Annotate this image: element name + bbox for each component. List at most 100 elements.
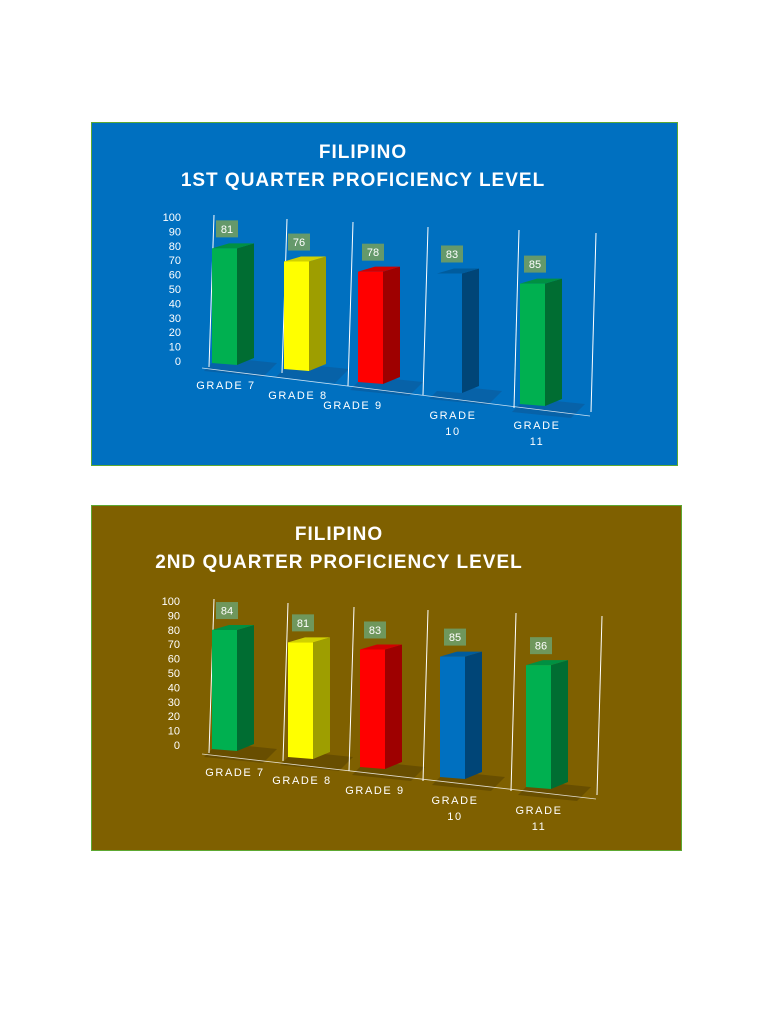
wall-line [348, 606, 355, 772]
data-label-box [364, 621, 386, 639]
wall-line [590, 232, 597, 413]
data-label-box [362, 243, 384, 261]
data-label-box [441, 245, 463, 263]
bar [212, 248, 237, 365]
bar [437, 273, 462, 393]
data-label-box [288, 233, 310, 251]
data-label-box [216, 220, 238, 238]
chart-svg-q2: FILIPINO 2ND QUARTER PROFICIENCY LEVEL 0… [155, 524, 603, 833]
floor-edge-line [201, 753, 597, 800]
data-label: 78 [367, 247, 379, 259]
bar-top [212, 243, 254, 249]
y-tick-label: 60 [168, 654, 180, 666]
data-label: 81 [297, 618, 309, 630]
chart-panel-q2: FILIPINO 2ND QUARTER PROFICIENCY LEVEL 0… [91, 505, 682, 851]
y-tick-label: 10 [168, 726, 180, 738]
x-tick-label: 10 [445, 426, 460, 438]
y-tick-label: 30 [168, 697, 180, 709]
data-label: 83 [446, 249, 458, 261]
chart-title-line1: FILIPINO [319, 142, 407, 163]
y-tick-label: 70 [169, 255, 181, 267]
y-tick-label: 50 [168, 668, 180, 680]
bar [440, 656, 465, 779]
bar-top [440, 651, 482, 657]
y-tick-label: 100 [163, 212, 181, 224]
y-tick-label: 80 [169, 241, 181, 253]
data-label: 85 [449, 632, 461, 644]
y-tick-label: 80 [168, 625, 180, 637]
bar-top [212, 625, 254, 631]
data-label: 84 [221, 606, 233, 618]
bar-side [545, 278, 562, 406]
y-tick-label: 40 [169, 298, 181, 310]
x-tick-label: GRADE 7 [196, 380, 256, 392]
bar-side [237, 243, 254, 365]
plot-area-q1: 0 10 20 30 40 50 60 70 80 90 100 81 GRADE 7 76 GRADE 8… [163, 212, 597, 448]
chart-title-line2: 2ND QUARTER PROFICIENCY LEVEL [155, 552, 523, 573]
x-tick-label: GRADE 9 [323, 400, 383, 412]
bar [212, 630, 237, 751]
y-tick-label: 90 [169, 226, 181, 238]
wall-line [596, 615, 603, 796]
y-tick-label: 90 [168, 610, 180, 622]
plot-area-q2: 0 10 20 30 40 50 60 70 80 90 100 84 GRADE 7 81 GRADE 8… [162, 596, 603, 833]
y-tick-label: 20 [168, 711, 180, 723]
bar-top [358, 266, 400, 272]
wall-line [347, 221, 354, 387]
bar [284, 261, 309, 371]
bar-top [284, 256, 326, 262]
bar-top [526, 660, 568, 666]
y-tick-label: 10 [169, 342, 181, 354]
bar-side [462, 268, 479, 393]
bar-top [437, 268, 479, 274]
wall-line [208, 214, 215, 368]
wall-line [422, 226, 429, 396]
bar-side [551, 660, 568, 789]
x-tick-label: GRADE 8 [268, 390, 328, 402]
x-tick-label: GRADE [515, 805, 562, 817]
floor-edge-line [201, 367, 591, 417]
bar-side [385, 644, 402, 769]
x-tick-label: GRADE [513, 420, 560, 432]
bar-top [288, 637, 330, 643]
data-label-box [530, 637, 552, 655]
x-tick-label: 11 [532, 821, 547, 833]
data-label: 81 [221, 224, 233, 236]
y-tick-label: 60 [169, 270, 181, 282]
y-tick-label: 0 [175, 356, 181, 368]
x-tick-label: GRADE 9 [345, 785, 405, 797]
y-tick-label: 70 [168, 639, 180, 651]
bar [288, 642, 313, 759]
bar-top [520, 278, 562, 284]
data-label-box [216, 602, 238, 620]
bar [360, 649, 385, 769]
x-tick-label: GRADE [431, 795, 478, 807]
bar-side [383, 266, 400, 384]
bar [520, 283, 545, 406]
bar [526, 665, 551, 789]
y-tick-label: 20 [169, 327, 181, 339]
wall-line [510, 612, 517, 792]
bar [358, 271, 383, 384]
data-label: 76 [293, 237, 305, 249]
chart-svg-q1: FILIPINO 1ST QUARTER PROFICIENCY LEVEL 0… [163, 142, 597, 448]
chart-title-line1: FILIPINO [295, 524, 383, 545]
bar-side [309, 256, 326, 371]
x-tick-label: GRADE [429, 410, 476, 422]
data-label: 86 [535, 641, 547, 653]
bar-side [237, 625, 254, 751]
wall-line [208, 598, 215, 754]
y-tick-label: 100 [162, 596, 180, 608]
bar-side [465, 651, 482, 779]
y-tick-label: 40 [168, 682, 180, 694]
wall-line [422, 609, 429, 782]
data-label-box [444, 628, 466, 646]
chart-title-line2: 1ST QUARTER PROFICIENCY LEVEL [181, 170, 545, 191]
y-tick-label: 50 [169, 284, 181, 296]
x-tick-label: 10 [447, 811, 462, 823]
x-tick-label: GRADE 7 [205, 767, 265, 779]
x-tick-label: 11 [530, 436, 545, 448]
wall-line [513, 229, 520, 409]
data-label-box [524, 255, 546, 273]
chart-panel-q1: FILIPINO 1ST QUARTER PROFICIENCY LEVEL 0… [91, 122, 678, 466]
